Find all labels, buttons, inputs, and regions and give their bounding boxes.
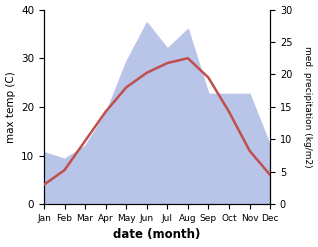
X-axis label: date (month): date (month): [113, 228, 201, 242]
Y-axis label: max temp (C): max temp (C): [5, 71, 16, 143]
Y-axis label: med. precipitation (kg/m2): med. precipitation (kg/m2): [303, 46, 313, 168]
